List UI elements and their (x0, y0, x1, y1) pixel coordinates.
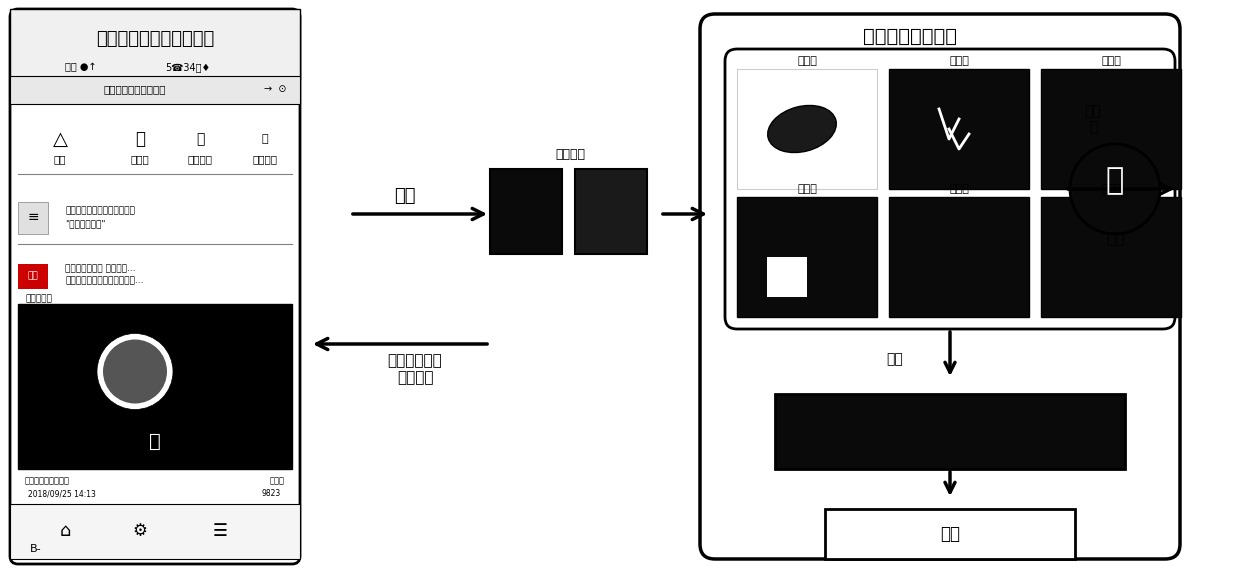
Text: 溃疡病: 溃疡病 (1101, 56, 1121, 66)
Circle shape (97, 333, 174, 409)
Text: 微信 ●↑: 微信 ●↑ (64, 62, 97, 72)
Text: 移动设备上的微信小程序: 移动设备上的微信小程序 (95, 30, 215, 48)
Text: △: △ (52, 130, 67, 148)
Text: 诊断结果以及
治疗建议: 诊断结果以及 治疗建议 (388, 353, 443, 385)
FancyBboxPatch shape (725, 49, 1176, 329)
Bar (19, 202, 48, 234)
Text: 销广告吧：: 销广告吧： (25, 294, 52, 304)
FancyBboxPatch shape (701, 14, 1180, 559)
Text: 柑橘树的树叶颜色木都在名里: 柑橘树的树叶颜色木都在名里 (64, 207, 135, 215)
Text: 5☎34㎝♦: 5☎34㎝♦ (165, 62, 211, 72)
Text: 私人相簿: 私人相簿 (187, 154, 212, 164)
Bar (825, 509, 1075, 559)
Bar (575, 169, 647, 254)
Text: 微词: 微词 (887, 352, 904, 366)
Text: ⚙: ⚙ (133, 522, 148, 540)
Bar (737, 69, 877, 189)
Bar (10, 504, 300, 559)
Bar (1042, 197, 1180, 317)
Text: 模型: 模型 (940, 525, 960, 543)
Text: 炭疽病: 炭疽病 (949, 56, 968, 66)
Text: 沙皮病: 沙皮病 (949, 184, 968, 194)
Text: 样例图像: 样例图像 (556, 148, 585, 161)
Bar (10, 76, 300, 104)
Text: 黄龙病: 黄龙病 (797, 56, 817, 66)
Text: ⛅: ⛅ (135, 130, 145, 148)
Circle shape (1070, 144, 1159, 234)
Text: 桔子苗上面细啊 快来看看...: 桔子苗上面细啊 快来看看... (64, 265, 135, 273)
Text: →  ⊙: → ⊙ (264, 84, 286, 94)
Text: 打标
签: 打标 签 (1085, 104, 1101, 134)
Text: 土地管理: 土地管理 (253, 154, 278, 164)
Text: 柑橘病害诊断系统: 柑橘病害诊断系统 (863, 26, 957, 46)
Ellipse shape (768, 106, 836, 152)
Text: 社区: 社区 (53, 154, 66, 164)
Text: 不棒！: 不棒！ (270, 477, 285, 485)
Text: ⌂: ⌂ (60, 522, 71, 540)
Bar (889, 197, 1029, 317)
Bar (737, 197, 877, 317)
Text: 🕵: 🕵 (1106, 166, 1125, 196)
Text: "深删把！删除": "深删把！删除" (64, 220, 105, 228)
Text: 头条: 头条 (27, 272, 38, 280)
Text: 🌿: 🌿 (196, 132, 205, 146)
FancyBboxPatch shape (10, 9, 300, 564)
Text: 吃多少桔子合适？最量最适个...: 吃多少桔子合适？最量最适个... (64, 276, 144, 286)
Text: ≡: ≡ (27, 210, 38, 224)
Text: 黑星病: 黑星病 (797, 184, 817, 194)
Bar (19, 264, 48, 289)
Text: 9823: 9823 (262, 489, 281, 499)
Text: 专家: 专家 (1106, 231, 1125, 246)
Bar (889, 69, 1029, 189)
Bar (768, 257, 807, 297)
Text: 📷: 📷 (149, 432, 161, 450)
Text: 🌾: 🌾 (262, 134, 268, 144)
Text: ☰: ☰ (212, 522, 227, 540)
Text: 2018/09/25 14:13: 2018/09/25 14:13 (29, 489, 95, 499)
Bar (1042, 69, 1180, 189)
Text: B-: B- (30, 544, 42, 554)
Text: 喜报点: 喜报点 (130, 154, 149, 164)
Text: 衰退病: 衰退病 (1101, 184, 1121, 194)
Text: 柑橘病虫害诊断小程序: 柑橘病虫害诊断小程序 (104, 84, 166, 94)
Bar (10, 9, 300, 79)
Bar (19, 304, 291, 469)
Bar (490, 169, 562, 254)
Circle shape (103, 339, 167, 404)
Text: 教孝吃橘子的主意：: 教孝吃橘子的主意： (25, 477, 69, 485)
Bar (775, 394, 1125, 469)
Text: 上传: 上传 (394, 187, 415, 205)
